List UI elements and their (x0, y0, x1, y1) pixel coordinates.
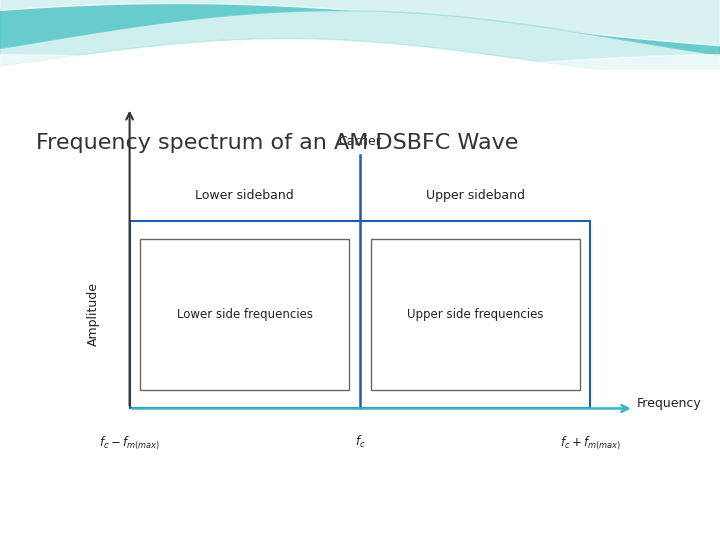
Bar (140, 239, 349, 390)
Text: $f_c + f_{m(max)}$: $f_c + f_{m(max)}$ (559, 434, 621, 451)
Bar (130, 220, 590, 408)
Text: Amplitude: Amplitude (87, 282, 100, 347)
Text: Lower side frequencies: Lower side frequencies (177, 308, 312, 321)
Text: $f_c$: $f_c$ (355, 434, 365, 450)
Text: Lower sideband: Lower sideband (195, 189, 294, 202)
Text: Frequency spectrum of an AM DSBFC Wave: Frequency spectrum of an AM DSBFC Wave (36, 133, 518, 153)
Text: Carrier: Carrier (338, 134, 382, 148)
Text: Upper side frequencies: Upper side frequencies (407, 308, 544, 321)
Bar (371, 239, 580, 390)
Text: Upper sideband: Upper sideband (426, 189, 525, 202)
Text: Frequency: Frequency (637, 397, 702, 410)
Text: $f_c - f_{m(max)}$: $f_c - f_{m(max)}$ (99, 434, 161, 451)
